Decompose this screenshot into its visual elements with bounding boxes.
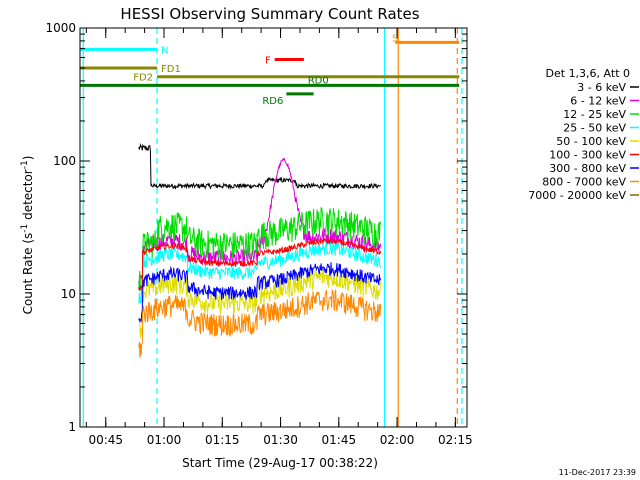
footer-timestamp: 11-Dec-2017 23:39 <box>559 468 636 477</box>
series-line <box>138 240 382 304</box>
y-tick-label: 10 <box>61 287 76 301</box>
flag-label-rd6: RD6 <box>262 96 283 107</box>
axes: 1 10 100 1000 00:45 01:00 01:15 01:30 01:45 02:00… <box>45 21 472 447</box>
series-line <box>138 288 382 358</box>
x-tick-label: 00:45 <box>88 433 123 447</box>
plot-frame <box>79 27 468 428</box>
chart-title: HESSI Observing Summary Count Rates <box>120 5 419 23</box>
flag-label-fd1: FD1 <box>161 64 181 75</box>
series-line <box>138 237 382 291</box>
flag-label-fd2: FD2 <box>133 73 153 84</box>
y-tick-label: 1000 <box>45 21 76 35</box>
x-tick-label: 01:00 <box>147 433 182 447</box>
legend-label: 7000 - 20000 keV <box>528 189 626 202</box>
flag-label-f: F <box>265 55 271 66</box>
legend-label: 800 - 7000 keV <box>542 176 626 189</box>
x-tick-label: 01:45 <box>322 433 357 447</box>
y-axis-label: Count Rate (s-1 detector-1) <box>20 156 35 315</box>
x-tick-label: 02:00 <box>380 433 415 447</box>
x-tick-label: 01:30 <box>263 433 298 447</box>
legend-label: 100 - 300 keV <box>549 149 626 162</box>
legend-label: 12 - 25 keV <box>563 108 626 121</box>
series-line <box>138 142 382 191</box>
y-tick-label: 100 <box>53 154 76 168</box>
legend-label: 50 - 100 keV <box>556 135 626 148</box>
legend-label: 300 - 800 keV <box>549 162 626 175</box>
x-tick-label: 01:15 <box>205 433 240 447</box>
vertical-markers <box>82 28 463 427</box>
x-tick-label: 02:15 <box>438 433 473 447</box>
x-axis-label: Start Time (29-Aug-17 00:38:22) <box>182 456 378 470</box>
series-line <box>138 262 382 323</box>
series-group <box>138 142 382 358</box>
flag-bars: N FD1 FD2 RD0 RD6 F S <box>80 33 460 107</box>
flag-label-s: S <box>392 33 398 44</box>
legend-label: 25 - 50 keV <box>563 122 626 135</box>
flag-label-n: N <box>161 45 168 56</box>
legend-label: 6 - 12 keV <box>570 95 626 108</box>
y-tick-label: 1 <box>68 420 76 434</box>
legend-title: Det 1,3,6, Att 0 <box>546 67 630 80</box>
flag-label-rd0: RD0 <box>308 75 329 86</box>
series-line <box>138 207 382 296</box>
legend-label: 3 - 6 keV <box>577 81 626 94</box>
